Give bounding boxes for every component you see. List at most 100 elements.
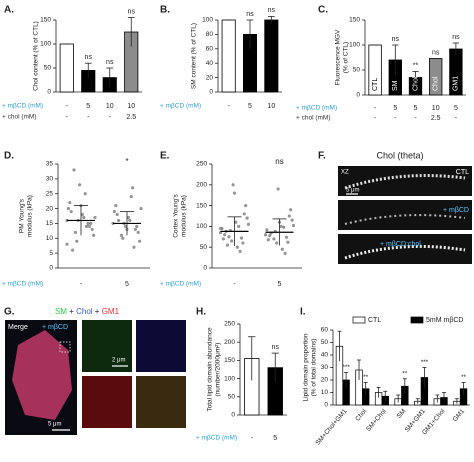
point bbox=[237, 224, 241, 228]
point bbox=[223, 233, 227, 237]
y-axis-label: Fluorescence MGV bbox=[335, 29, 342, 85]
legend-label: CTL bbox=[368, 317, 381, 324]
y-tick-label: 200 bbox=[196, 182, 207, 189]
point bbox=[85, 224, 89, 228]
condition-value: 5 bbox=[454, 105, 458, 112]
y-tick-label: 100 bbox=[196, 223, 207, 230]
micrograph bbox=[136, 320, 186, 372]
point bbox=[129, 195, 133, 199]
bar-label: SM bbox=[392, 80, 399, 91]
y-tick-label: 10 bbox=[321, 389, 329, 396]
legend-swatch bbox=[410, 316, 424, 324]
condition-value: - bbox=[374, 115, 377, 122]
y-tick-label: 200 bbox=[224, 339, 235, 346]
micrograph bbox=[82, 320, 132, 372]
micrograph bbox=[136, 376, 186, 428]
annotation: ns bbox=[85, 54, 93, 61]
point bbox=[241, 241, 245, 245]
annotation: ns bbox=[268, 7, 276, 14]
point bbox=[245, 216, 249, 220]
annotation: ** bbox=[402, 370, 408, 377]
point bbox=[279, 224, 283, 228]
point bbox=[90, 227, 94, 231]
point bbox=[230, 239, 234, 243]
panel-label: I. bbox=[300, 307, 306, 318]
y-tick-label: 0 bbox=[209, 89, 213, 96]
point bbox=[235, 245, 239, 249]
separator: + bbox=[93, 307, 102, 316]
annotation: ** bbox=[413, 62, 419, 69]
condition-value: - bbox=[66, 103, 69, 110]
condition-label: + chol (mM) bbox=[296, 115, 331, 122]
point bbox=[65, 242, 69, 246]
point bbox=[232, 191, 237, 195]
y-tick-label: 0 bbox=[356, 92, 360, 99]
condition-label: + mβCD (mM) bbox=[160, 281, 201, 288]
point bbox=[239, 236, 244, 240]
y-tick-label: 100 bbox=[349, 42, 360, 49]
point bbox=[289, 208, 293, 212]
panel-g: G. SM + Chol + GM1 Merge + mβCD 5 μm 2 μ… bbox=[4, 307, 186, 435]
annotation: ns bbox=[246, 11, 254, 18]
point bbox=[71, 248, 75, 252]
y-tick-label: 0 bbox=[231, 412, 235, 419]
condition-label: + mβCD (mM) bbox=[2, 103, 43, 110]
point bbox=[286, 240, 290, 244]
condition-value: 2.5 bbox=[126, 114, 136, 121]
condition-value: - bbox=[455, 115, 458, 122]
point bbox=[234, 220, 238, 224]
bar bbox=[264, 19, 279, 93]
point bbox=[136, 230, 140, 234]
point bbox=[126, 215, 130, 220]
x-tick-label: GM1 bbox=[452, 408, 467, 424]
scale-label: 5 μm bbox=[48, 422, 61, 428]
x-tick-label: SM bbox=[396, 408, 408, 420]
point bbox=[242, 212, 246, 216]
point bbox=[263, 233, 268, 237]
point bbox=[121, 236, 125, 240]
membrane-signal bbox=[344, 244, 466, 260]
annotation: ns bbox=[106, 59, 114, 66]
annotation: ns bbox=[432, 49, 440, 56]
y-tick-label: 30 bbox=[321, 364, 329, 371]
annotation: ns bbox=[128, 8, 136, 15]
point bbox=[69, 209, 73, 214]
point bbox=[86, 221, 90, 225]
point bbox=[128, 218, 132, 223]
point bbox=[72, 168, 76, 172]
y-tick-label: 10 bbox=[46, 235, 54, 242]
condition-value: - bbox=[227, 103, 230, 110]
axis-label: XZ bbox=[341, 170, 349, 176]
y-tick-label: 100 bbox=[40, 41, 51, 48]
condition-label: + mβCD:chol bbox=[380, 241, 421, 248]
annotation: ns bbox=[275, 157, 283, 166]
point bbox=[80, 212, 84, 217]
bar bbox=[59, 43, 74, 93]
micrograph bbox=[338, 166, 472, 196]
y-tick-label: 150 bbox=[40, 17, 51, 24]
bar bbox=[221, 19, 236, 93]
y-tick-label: 0 bbox=[324, 402, 328, 409]
y-axis-label: Total lipid domain abundance bbox=[207, 327, 214, 412]
condition-value: - bbox=[374, 105, 377, 112]
panel-f: F. Chol (theta) XZ 5 μm CTL + mβCD + mβC… bbox=[318, 150, 472, 264]
y-tick-label: 60 bbox=[321, 327, 329, 334]
condition-label: + mβCD (mM) bbox=[160, 103, 201, 110]
y-tick-label: 40 bbox=[321, 352, 329, 359]
condition-value: - bbox=[233, 281, 236, 288]
point bbox=[66, 207, 70, 211]
y-tick-label: 30 bbox=[46, 176, 54, 183]
annotation: ns bbox=[452, 34, 460, 41]
y-tick-label: 60 bbox=[206, 46, 214, 53]
y-tick-label: 150 bbox=[349, 17, 360, 24]
point bbox=[82, 215, 86, 220]
point bbox=[75, 239, 79, 243]
y-tick-label: 80 bbox=[206, 31, 214, 38]
point bbox=[83, 192, 87, 196]
image-label: Merge bbox=[8, 324, 28, 331]
scale-label: 5 μm bbox=[346, 188, 359, 194]
condition-value: - bbox=[87, 114, 90, 121]
condition-label: + chol (mM) bbox=[2, 114, 37, 121]
panel-label: A. bbox=[4, 5, 14, 16]
